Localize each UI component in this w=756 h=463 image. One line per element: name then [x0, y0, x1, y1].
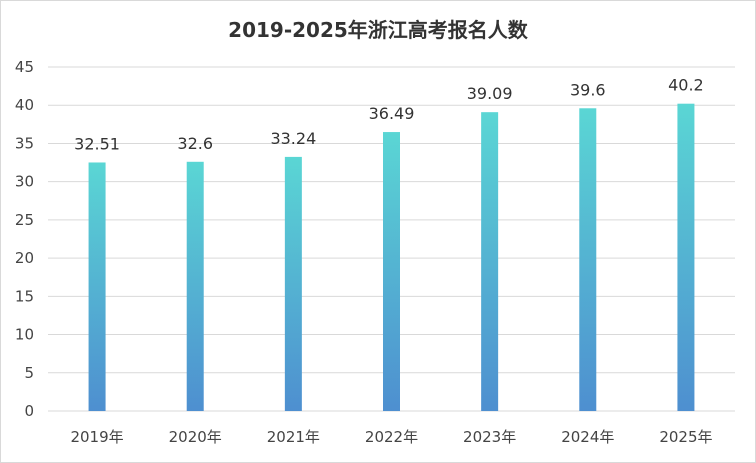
x-tick-label: 2024年 [561, 428, 614, 446]
data-label: 40.2 [668, 76, 704, 95]
data-labels: 32.51 32.6 33.24 36.49 39.09 39.6 40.2 [74, 76, 704, 154]
bar [579, 108, 597, 411]
data-label: 32.51 [74, 134, 120, 153]
x-tick-label: 2023年 [463, 428, 516, 446]
x-tick-label: 2025年 [659, 428, 712, 446]
data-label: 39.09 [467, 84, 513, 103]
y-tick-label: 40 [15, 96, 34, 114]
x-axis-ticks: 2019年 2020年 2021年 2022年 2023年 2024年 2025年 [70, 428, 712, 446]
x-tick-label: 2021年 [267, 428, 320, 446]
y-tick-label: 30 [15, 173, 34, 191]
data-label: 33.24 [270, 129, 316, 148]
data-label: 36.49 [369, 104, 415, 123]
x-tick-label: 2022年 [365, 428, 418, 446]
y-tick-label: 0 [24, 402, 34, 420]
bar [677, 103, 695, 412]
bar [284, 156, 302, 411]
y-tick-label: 15 [15, 287, 34, 305]
y-tick-label: 10 [15, 326, 34, 344]
bars [88, 103, 695, 412]
bar [88, 162, 106, 411]
y-tick-label: 45 [15, 58, 34, 76]
bar [186, 161, 204, 411]
y-axis-ticks: 0 5 10 15 20 25 30 35 40 45 [15, 58, 34, 420]
data-label: 39.6 [570, 80, 606, 99]
x-tick-label: 2019年 [70, 428, 123, 446]
bar [481, 112, 499, 412]
y-tick-label: 20 [15, 249, 34, 267]
chart-title: 2019-2025年浙江高考报名人数 [228, 18, 528, 42]
x-tick-label: 2020年 [169, 428, 222, 446]
bar [383, 132, 400, 411]
y-tick-label: 5 [24, 364, 34, 382]
y-tick-label: 25 [15, 211, 34, 229]
data-label: 32.6 [177, 134, 213, 153]
y-tick-label: 35 [15, 134, 34, 152]
